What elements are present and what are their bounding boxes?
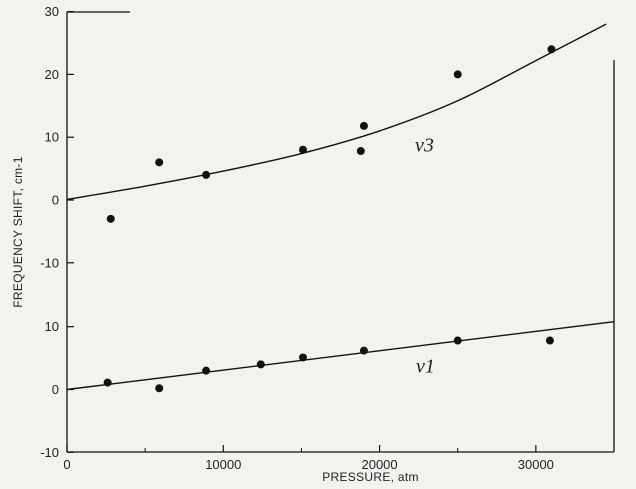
x-tick-label: 30000 <box>518 457 554 472</box>
data-point-nu1 <box>298 353 307 362</box>
y-tick-label: 0 <box>52 382 59 397</box>
data-point-nu3 <box>298 145 307 154</box>
y-axis-title: FREQUENCY SHIFT, cm-1 <box>11 156 25 307</box>
y-tick-label: 30 <box>45 4 59 19</box>
fit-curves <box>66 23 615 391</box>
axis-ticks: 30 20 10 0 -10 10 0 -10 0 10000 20000 30000 <box>40 4 554 472</box>
y-tick-label: 20 <box>45 67 59 82</box>
data-point-nu3 <box>356 147 365 156</box>
data-point-nu1 <box>545 336 554 345</box>
y-tick-label: -10 <box>40 445 59 460</box>
y-tick-label: 10 <box>45 130 59 145</box>
fit-line-nu1 <box>66 320 615 391</box>
data-point-nu3 <box>453 70 462 79</box>
data-point-nu1 <box>453 336 462 345</box>
x-tick-label: 10000 <box>205 457 241 472</box>
data-point-nu1 <box>256 360 265 369</box>
y-tick-label: 10 <box>45 319 59 334</box>
data-point-nu3 <box>155 158 164 167</box>
data-point-nu3 <box>359 121 368 130</box>
y-tick-label: -10 <box>40 255 59 270</box>
data-points <box>103 45 556 393</box>
data-point-nu3 <box>547 45 556 54</box>
data-point-nu1 <box>359 346 368 355</box>
x-tick-label: 20000 <box>361 457 397 472</box>
fit-line-nu3 <box>66 23 607 201</box>
data-point-nu1 <box>103 378 112 387</box>
y-tick-label: 0 <box>52 193 59 208</box>
nu3-curve-label: ν3 <box>415 134 434 156</box>
data-point-nu1 <box>155 384 164 393</box>
data-point-nu3 <box>202 170 211 179</box>
x-axis-title: PRESSURE, atm <box>322 470 419 484</box>
data-point-nu1 <box>202 366 211 375</box>
nu1-curve-label: ν1 <box>416 355 435 377</box>
x-tick-label: 0 <box>63 457 70 472</box>
axes-frame <box>66 11 615 453</box>
data-point-nu3 <box>106 214 115 223</box>
